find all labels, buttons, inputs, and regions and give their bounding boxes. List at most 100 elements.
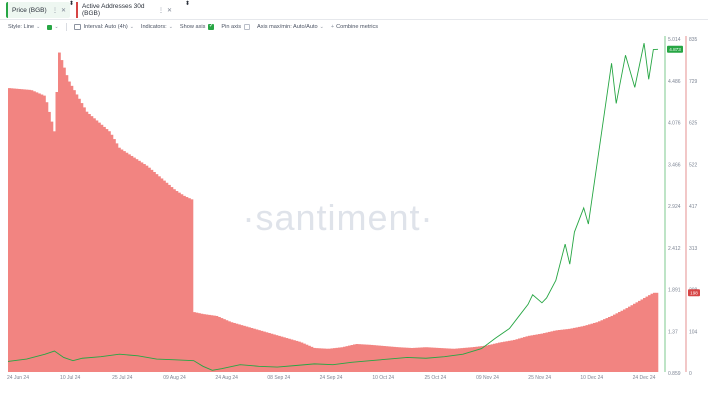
active-addresses-bar: [603, 319, 606, 372]
color-swatch: [47, 24, 53, 30]
active-addresses-bar: [390, 346, 394, 372]
pin-axis-checkbox[interactable]: [244, 24, 250, 30]
active-addresses-bar: [435, 347, 439, 372]
chevron-down-icon: ⌄: [168, 24, 173, 30]
axis-maxmin-dropdown[interactable]: Axis max/min: Auto/Auto ⌄: [257, 24, 324, 30]
active-addresses-bar: [40, 94, 44, 372]
active-addresses-bar: [515, 339, 519, 372]
active-addresses-bar: [100, 124, 104, 373]
active-addresses-bar: [150, 169, 154, 372]
active-addresses-bar: [133, 157, 136, 372]
active-addresses-bar: [210, 315, 214, 372]
combine-metrics-button[interactable]: + Combine metrics: [331, 24, 378, 30]
active-addresses-bar: [528, 335, 531, 372]
active-addresses-bar: [53, 131, 56, 372]
addresses-tick-label: 729: [689, 79, 698, 85]
active-addresses-bar: [523, 337, 526, 372]
more-vertical-icon[interactable]: ⋮: [157, 7, 164, 14]
active-addresses-bar: [623, 309, 626, 372]
active-addresses-bar: [310, 346, 314, 372]
active-addresses-bar: [113, 139, 116, 372]
active-addresses-bar: [48, 111, 51, 373]
chevron-down-icon: ⌄: [319, 24, 324, 30]
active-addresses-bar: [605, 318, 609, 372]
active-addresses-bar: [403, 347, 406, 372]
active-addresses-bar: [365, 344, 369, 372]
x-tick-label: 24 Dec 24: [633, 375, 656, 381]
active-addresses-bar: [183, 195, 186, 372]
active-addresses-bar: [118, 147, 121, 372]
tab-price[interactable]: Price (BGB) ⋮ ✕: [6, 2, 70, 18]
active-addresses-bar: [105, 129, 109, 372]
indicators-dropdown[interactable]: Indicators: ⌄: [141, 24, 173, 30]
active-addresses-bar: [268, 333, 271, 372]
pin-axis-toggle[interactable]: Pin axis: [221, 24, 250, 30]
active-addresses-bar: [535, 334, 539, 372]
active-addresses-bar: [555, 330, 559, 372]
active-addresses-bar: [30, 90, 34, 373]
interval-dropdown[interactable]: Interval: Auto (4h) ⌄: [73, 24, 134, 30]
active-addresses-bar: [248, 327, 251, 372]
show-axis-checkbox[interactable]: [208, 22, 215, 30]
active-addresses-bar: [80, 103, 84, 372]
active-addresses-bar: [428, 347, 431, 372]
tab-active-addresses[interactable]: Active Addresses 30d (BGB) ⋮ ✕: [76, 2, 176, 18]
price-vs-active-addresses-chart[interactable]: ·santiment· 24 Jun 24 10 Jul 24 25 Jul 24 0…: [0, 34, 708, 418]
active-addresses-bar: [648, 295, 651, 372]
show-axis-label: Show axis: [179, 24, 206, 30]
active-addresses-bar: [545, 332, 549, 372]
active-addresses-bar: [20, 89, 24, 373]
drag-handle-icon[interactable]: ⬍: [185, 1, 191, 7]
close-icon[interactable]: ✕: [166, 7, 172, 14]
active-addresses-bar: [475, 346, 479, 372]
active-addresses-bar: [593, 322, 596, 372]
active-addresses-bar: [90, 116, 94, 373]
active-addresses-bar: [588, 324, 591, 372]
active-addresses-bar: [608, 317, 611, 372]
active-addresses-bar: [543, 333, 546, 372]
active-addresses-bar: [488, 344, 491, 372]
indicators-label: Indicators:: [140, 24, 167, 30]
active-addresses-bar: [98, 122, 101, 373]
price-last-badge: [667, 45, 683, 53]
active-addresses-bar: [243, 325, 246, 372]
show-axis-toggle[interactable]: Show axis: [179, 22, 215, 30]
active-addresses-bar: [325, 348, 329, 372]
active-addresses-bar: [18, 88, 21, 372]
drag-handle-icon[interactable]: ⬍: [69, 1, 75, 7]
active-addresses-bar: [558, 330, 561, 372]
addresses-last-badge: [688, 289, 700, 297]
active-addresses-bar: [293, 340, 296, 372]
active-addresses-bar: [533, 334, 536, 372]
plus-icon: +: [330, 24, 335, 30]
active-addresses-bar: [413, 347, 416, 372]
active-addresses-bar: [590, 323, 594, 372]
active-addresses-bar: [565, 329, 569, 372]
active-addresses-bar: [165, 182, 169, 372]
active-addresses-bar: [443, 348, 446, 372]
active-addresses-bar: [285, 338, 289, 372]
active-addresses-bar: [205, 314, 209, 372]
close-icon[interactable]: ✕: [60, 7, 66, 14]
active-addresses-bar: [135, 159, 139, 372]
x-tick-label: 24 Sep 24: [320, 375, 343, 381]
active-addresses-bar: [643, 298, 646, 372]
active-addresses-bar: [225, 320, 229, 372]
color-picker[interactable]: ⌄: [47, 24, 59, 30]
active-addresses-bar: [498, 342, 501, 372]
style-dropdown[interactable]: Style: Line ⌄: [8, 24, 40, 30]
active-addresses-bar: [75, 94, 79, 373]
active-addresses-bar: [525, 336, 529, 372]
active-addresses-bar: [650, 293, 654, 372]
more-vertical-icon[interactable]: ⋮: [51, 7, 58, 14]
active-addresses-bar: [188, 198, 191, 372]
active-addresses-bar: [43, 95, 46, 372]
active-addresses-bar: [328, 348, 331, 372]
addresses-axis-ticks: 8357296255224173132081040: [689, 37, 698, 377]
active-addresses-bar: [295, 340, 299, 372]
active-addresses-bar: [58, 52, 61, 372]
active-addresses-bar: [25, 89, 29, 372]
active-addresses-bar: [483, 345, 486, 372]
active-addresses-bar: [215, 315, 219, 372]
active-addresses-bar: [315, 348, 319, 372]
